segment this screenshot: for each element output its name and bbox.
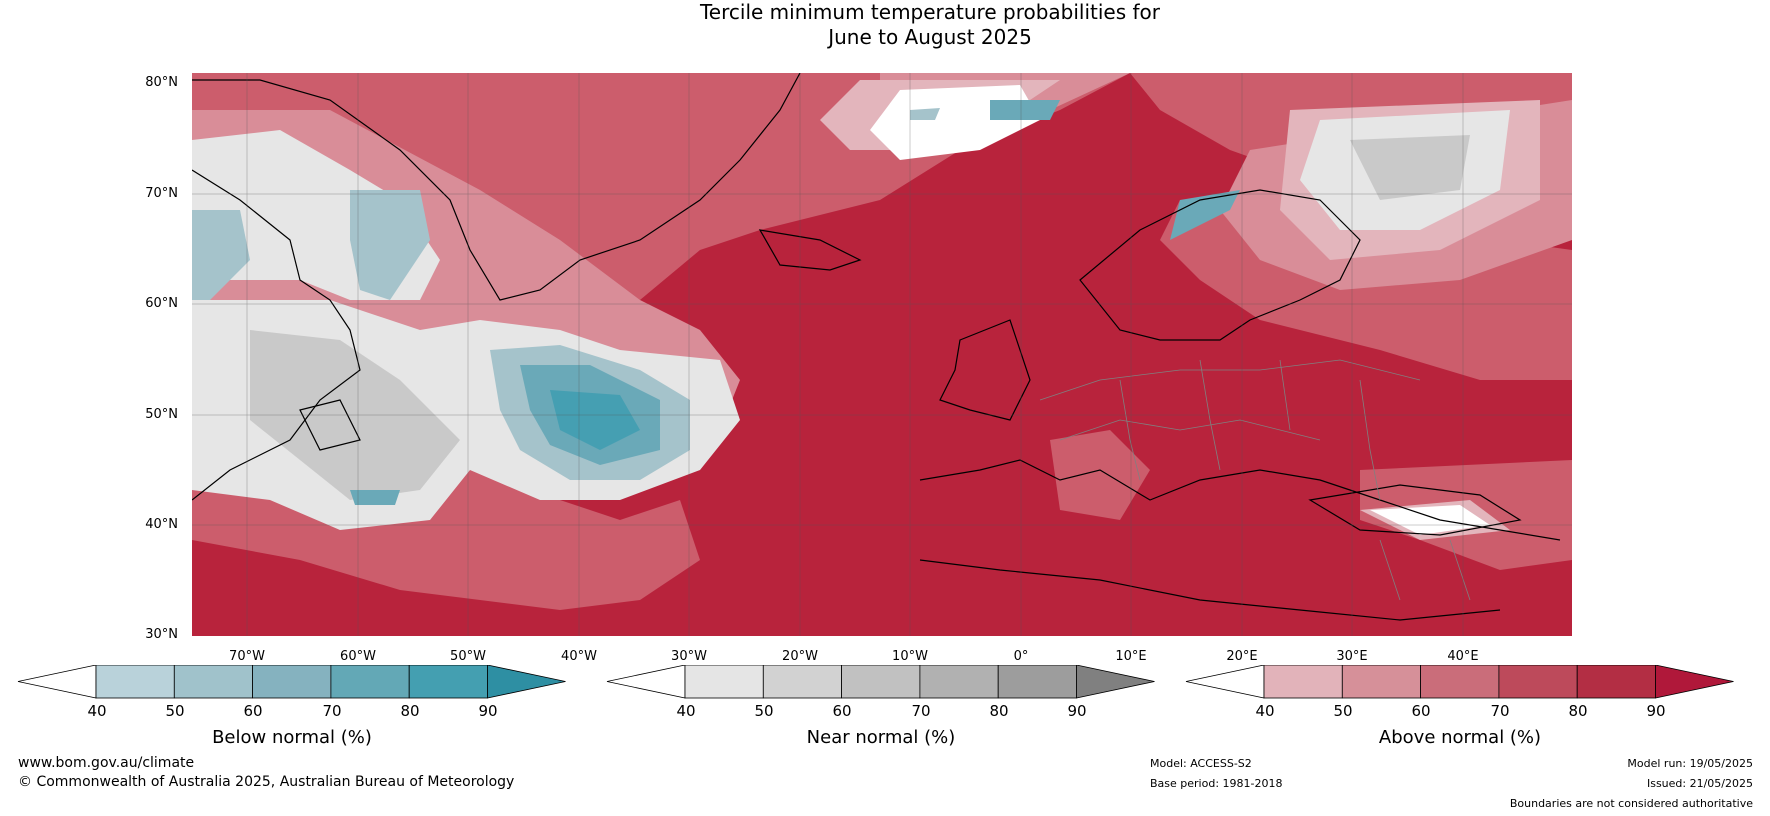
near-tick-40: 40 <box>676 702 696 720</box>
above-70-region <box>1050 430 1150 520</box>
below-tick-50: 50 <box>165 702 185 720</box>
colorbar-title-above: Above normal (%) <box>1378 727 1542 748</box>
near-tick-60: 60 <box>832 702 852 720</box>
colorbar-extend-high <box>1076 665 1155 699</box>
lat-label-60n: 60°N <box>145 296 178 311</box>
above-tick-60: 60 <box>1411 702 1431 720</box>
model-text: Model: ACCESS-S2 <box>1150 757 1252 770</box>
north-america-coast <box>192 169 361 501</box>
below-normal-region <box>910 108 940 120</box>
scandinavia-coast <box>1079 189 1361 341</box>
lon-label-70w: 70°W <box>229 649 265 664</box>
black-sea-coast <box>1308 484 1522 536</box>
near-tick-50: 50 <box>754 702 774 720</box>
below-tick-60: 60 <box>243 702 263 720</box>
colorbar-extend-low <box>17 665 97 699</box>
colorbar-swatch <box>95 665 175 699</box>
colorbar-extend-low <box>606 665 686 699</box>
lon-label-60w: 60°W <box>340 649 376 664</box>
colorbar-swatch <box>684 665 764 699</box>
below-normal-region <box>350 490 400 505</box>
colorbar-below-normal <box>17 665 566 699</box>
colorbar-above-normal <box>1185 665 1734 699</box>
map-title-line1: Tercile minimum temperature probabilitie… <box>699 0 1161 24</box>
near-normal-region <box>1350 135 1470 200</box>
north-africa-coast <box>919 559 1501 621</box>
below-tick-90: 90 <box>478 702 498 720</box>
map-title: Tercile minimum temperature probabilitie… <box>0 0 1770 50</box>
lat-label-80n: 80°N <box>145 75 178 90</box>
below-tick-70: 70 <box>322 702 342 720</box>
colorbar-extend-low <box>1185 665 1265 699</box>
above-tick-40: 40 <box>1255 702 1275 720</box>
lon-label-20w: 20°W <box>782 649 818 664</box>
lon-label-0: 0° <box>1013 649 1029 664</box>
iceland-coast <box>758 229 862 271</box>
graticule <box>192 73 1572 636</box>
probability-map <box>192 73 1572 636</box>
colorbar-swatch <box>1341 665 1422 699</box>
above-tick-90: 90 <box>1646 702 1666 720</box>
disclaimer-text: Boundaries are not considered authoritat… <box>1509 797 1753 810</box>
lon-label-40e: 40°E <box>1447 649 1479 664</box>
above-tick-50: 50 <box>1333 702 1353 720</box>
lon-label-50w: 50°W <box>450 649 486 664</box>
lon-label-30w: 30°W <box>671 649 707 664</box>
below-normal-region <box>990 100 1060 120</box>
greenland-coast <box>192 73 801 301</box>
lon-label-10e: 10°E <box>1115 649 1147 664</box>
below-normal-region <box>1170 190 1240 240</box>
below-normal-region <box>550 390 640 450</box>
colorbar-near-normal <box>606 665 1155 699</box>
colorbar-swatch <box>997 665 1077 699</box>
colorbar-swatch <box>1263 665 1343 699</box>
map-field <box>192 73 1572 636</box>
copyright-text: © Commonwealth of Australia 2025, Austra… <box>18 774 515 790</box>
below-normal-region <box>350 190 430 300</box>
near-tick-70: 70 <box>911 702 931 720</box>
lon-label-30e: 30°E <box>1336 649 1368 664</box>
coastlines <box>192 73 1561 621</box>
base-period-text: Base period: 1981-2018 <box>1150 777 1283 790</box>
lat-label-50n: 50°N <box>145 407 178 422</box>
lon-label-20e: 20°E <box>1226 649 1258 664</box>
above-tick-80: 80 <box>1568 702 1588 720</box>
lat-label-40n: 40°N <box>145 517 178 532</box>
colorbar-swatch <box>919 665 999 699</box>
near-tick-90: 90 <box>1067 702 1087 720</box>
issued-text: Issued: 21/05/2025 <box>1646 777 1753 790</box>
lon-label-10w: 10°W <box>892 649 928 664</box>
colorbar-swatch <box>1420 665 1500 699</box>
colorbar-extend-high <box>487 665 566 699</box>
colorbar-title-near: Near normal (%) <box>806 727 956 748</box>
near-tick-80: 80 <box>989 702 1009 720</box>
colorbar-swatch <box>762 665 842 699</box>
colorbar-swatch <box>841 665 921 699</box>
newfoundland-coast <box>299 399 361 451</box>
colorbar-title-below: Below normal (%) <box>212 727 372 748</box>
model-run-text: Model run: 19/05/2025 <box>1627 757 1753 770</box>
lat-label-70n: 70°N <box>145 186 178 201</box>
lat-label-30n: 30°N <box>145 627 178 642</box>
colorbars <box>17 665 1734 699</box>
colorbar-swatch <box>1498 665 1578 699</box>
website-link[interactable]: www.bom.gov.au/climate <box>18 755 195 771</box>
map-title-line2: June to August 2025 <box>828 25 1032 49</box>
colorbar-swatch <box>330 665 410 699</box>
country-borders <box>1039 359 1471 601</box>
colorbar-extend-high <box>1655 665 1734 699</box>
colorbar-swatch <box>252 665 332 699</box>
below-normal-region <box>192 210 250 300</box>
mediterranean-north-coast <box>919 459 1561 541</box>
colorbar-swatch <box>408 665 488 699</box>
below-tick-40: 40 <box>87 702 107 720</box>
below-tick-80: 80 <box>400 702 420 720</box>
near-normal-region <box>1370 505 1490 535</box>
lon-label-40w: 40°W <box>561 649 597 664</box>
colorbar-swatch <box>1576 665 1656 699</box>
colorbar-swatch <box>173 665 254 699</box>
above-tick-70: 70 <box>1490 702 1510 720</box>
